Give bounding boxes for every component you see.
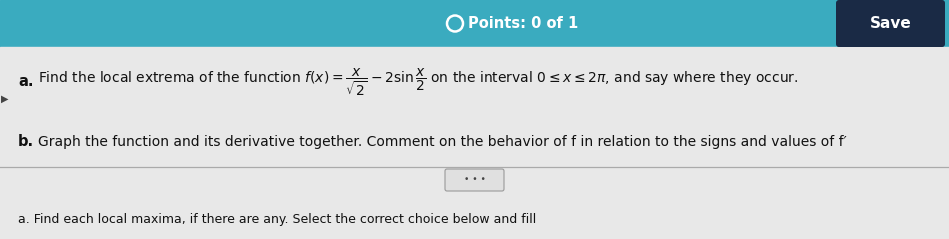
Text: b.: b. [18,135,34,150]
FancyBboxPatch shape [445,169,504,191]
Text: • • •: • • • [463,175,486,185]
Text: Find the local extrema of the function $f(x)=\dfrac{x}{\sqrt{2}}-2\sin\dfrac{x}{: Find the local extrema of the function $… [38,66,798,98]
Text: ▶: ▶ [1,94,9,104]
Text: Graph the function and its derivative together. Comment on the behavior of f in : Graph the function and its derivative to… [38,135,847,149]
Text: a. Find each local maxima, if there are any. Select the correct choice below and: a. Find each local maxima, if there are … [18,212,536,226]
Text: a.: a. [18,75,33,89]
FancyBboxPatch shape [836,0,945,47]
Bar [0,0,949,47]
Text: Save: Save [869,16,911,31]
Bar [0,47,949,239]
Text: Points: 0 of 1: Points: 0 of 1 [468,16,578,31]
